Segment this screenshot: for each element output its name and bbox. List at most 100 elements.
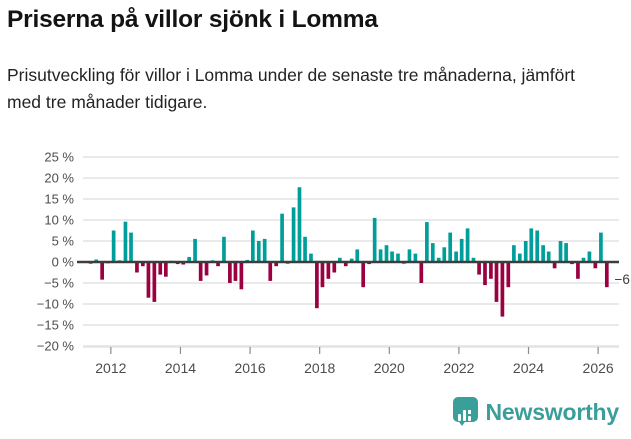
x-axis-tick-label: 2026	[583, 360, 614, 376]
x-axis-labels: 2012 2014 2016 2018 2020 2022 2024 2026	[95, 360, 614, 376]
bar	[552, 262, 557, 269]
bar	[268, 262, 273, 281]
chart-footer: Newsworthy	[0, 395, 631, 439]
bar	[471, 257, 476, 262]
bar	[315, 262, 319, 309]
x-axis-tick-label: 2024	[513, 360, 544, 376]
bar	[604, 262, 609, 288]
x-axis-ticks	[110, 347, 599, 354]
bar	[372, 217, 377, 262]
bar	[541, 245, 545, 262]
y-axis-labels: 25 % 20 % 15 % 10 % 5 % 0 % −5 % −10 % −15 % −20 …	[37, 150, 75, 354]
gridlines	[83, 156, 619, 348]
value-annotation: −6 %	[615, 272, 631, 287]
bar	[384, 245, 389, 262]
x-axis-tick-label: 2018	[304, 360, 335, 376]
x-axis-tick-label: 2016	[234, 360, 265, 376]
bar	[425, 222, 429, 262]
y-axis-tick-label: −20 %	[37, 339, 75, 354]
bar	[233, 262, 238, 281]
y-axis-tick-label: −10 %	[37, 297, 75, 312]
bars	[88, 187, 609, 317]
y-axis-tick-label: 20 %	[44, 171, 74, 186]
chart-area: 25 % 20 % 15 % 10 % 5 % 0 % −5 % −10 % −15 % −20 …	[0, 140, 631, 390]
page-subtitle: Prisutveckling för villor i Lomma under …	[7, 65, 576, 112]
logo-bar-1	[457, 414, 462, 421]
bar	[349, 258, 354, 262]
bar	[274, 262, 279, 267]
bar	[517, 253, 522, 262]
bar	[506, 262, 511, 288]
y-axis-tick-label: 5 %	[52, 234, 75, 249]
bar	[198, 262, 203, 281]
logo-bar-2	[462, 410, 467, 421]
bar	[123, 221, 128, 262]
newsworthy-logo: Newsworthy	[452, 397, 619, 428]
bar-chart-bubble-icon	[452, 397, 478, 428]
y-axis-tick-label: −15 %	[37, 318, 75, 333]
bar	[361, 262, 366, 288]
bar	[216, 262, 220, 267]
bar	[326, 262, 331, 279]
bar	[436, 257, 441, 262]
logo-bubble-tail	[456, 419, 467, 426]
bar	[158, 262, 163, 275]
bar	[599, 232, 603, 262]
bar	[581, 257, 586, 262]
bar	[309, 253, 313, 262]
bar	[494, 262, 499, 302]
bar	[135, 262, 139, 273]
bar	[419, 262, 424, 283]
bar	[193, 238, 197, 262]
bar	[378, 249, 383, 262]
x-axis-tick-label: 2012	[95, 360, 126, 376]
bar	[338, 257, 342, 262]
bar	[448, 232, 453, 262]
y-axis-tick-label: 10 %	[44, 213, 74, 228]
bar	[413, 253, 418, 262]
bar	[523, 241, 528, 262]
logo-exclaim-dot	[467, 410, 472, 414]
y-axis-tick-label: 15 %	[44, 192, 74, 207]
bar	[430, 243, 435, 262]
bar	[529, 228, 534, 262]
bar	[535, 230, 540, 262]
bar	[100, 262, 104, 280]
bar	[343, 262, 348, 267]
bar	[280, 213, 284, 262]
bar	[477, 262, 481, 275]
x-axis-tick-label: 2014	[165, 360, 196, 376]
bar	[256, 241, 261, 262]
bar	[512, 245, 516, 262]
bar	[546, 251, 551, 262]
bar	[587, 251, 592, 262]
y-axis-tick-label: 0 %	[52, 255, 75, 270]
page-title: Priserna på villor sjönk i Lomma	[7, 6, 378, 33]
bar	[111, 230, 116, 262]
x-axis-tick-label: 2022	[443, 360, 474, 376]
bar	[459, 238, 464, 262]
bar	[442, 247, 447, 262]
bar	[396, 253, 400, 262]
bar	[576, 262, 580, 279]
bar	[297, 187, 302, 262]
bar	[228, 262, 232, 283]
y-axis-tick-label: −5 %	[44, 276, 74, 291]
bar	[489, 262, 493, 279]
bar	[291, 207, 296, 262]
bar	[355, 249, 360, 262]
logo-bar-3	[467, 416, 472, 421]
last-value-annotation: −6 %	[615, 272, 631, 287]
bar	[239, 262, 244, 290]
bar	[251, 230, 255, 262]
bar	[222, 236, 226, 262]
bar	[163, 262, 168, 277]
bar	[407, 249, 412, 262]
bar	[141, 262, 145, 267]
bar	[593, 262, 598, 269]
bar	[332, 262, 337, 273]
bar	[454, 251, 458, 262]
bar	[303, 236, 307, 262]
bar	[187, 256, 191, 262]
y-axis-tick-label: 25 %	[44, 150, 74, 165]
